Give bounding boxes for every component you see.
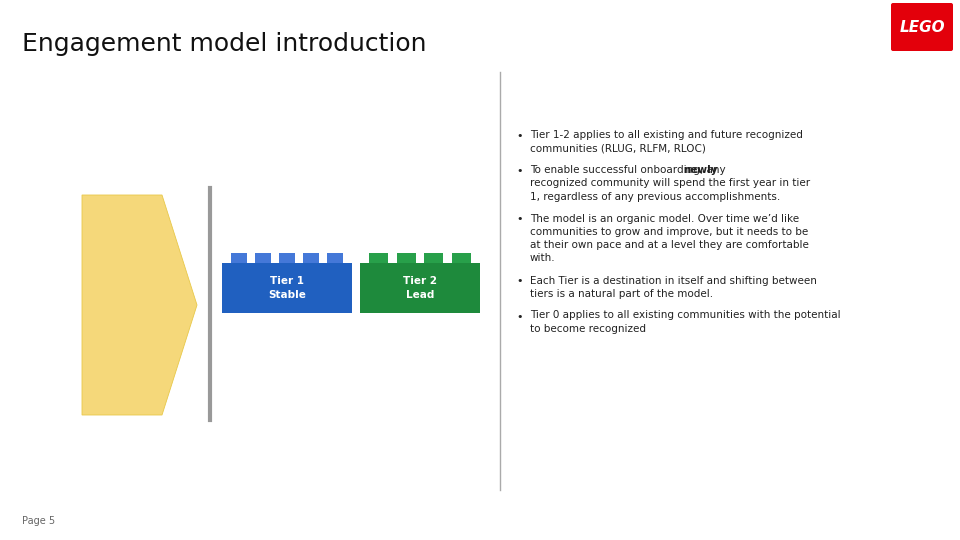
FancyBboxPatch shape bbox=[302, 253, 320, 263]
Text: •: • bbox=[516, 214, 522, 225]
Text: Stable: Stable bbox=[268, 290, 306, 300]
FancyBboxPatch shape bbox=[326, 253, 344, 263]
Text: Page 5: Page 5 bbox=[22, 516, 55, 526]
Text: •: • bbox=[516, 166, 522, 176]
Text: •: • bbox=[516, 131, 522, 141]
FancyBboxPatch shape bbox=[424, 253, 444, 263]
Text: Each Tier is a destination in itself and shifting between
tiers is a natural par: Each Tier is a destination in itself and… bbox=[530, 275, 817, 299]
Text: Tier 1-2 applies to all existing and future recognized
communities (RLUG, RLFM, : Tier 1-2 applies to all existing and fut… bbox=[530, 130, 803, 153]
FancyBboxPatch shape bbox=[451, 253, 470, 263]
Text: recognized community will spend the first year in tier
1, regardless of any prev: recognized community will spend the firs… bbox=[530, 179, 810, 202]
FancyBboxPatch shape bbox=[370, 253, 389, 263]
Text: Lead: Lead bbox=[406, 290, 434, 300]
Text: Tier 0 applies to all existing communities with the potential
to become recogniz: Tier 0 applies to all existing communiti… bbox=[530, 310, 841, 334]
Text: newly: newly bbox=[684, 165, 718, 175]
Text: Tier 1: Tier 1 bbox=[270, 276, 304, 286]
FancyBboxPatch shape bbox=[254, 253, 272, 263]
FancyBboxPatch shape bbox=[222, 263, 352, 313]
FancyBboxPatch shape bbox=[396, 253, 416, 263]
Text: •: • bbox=[516, 312, 522, 321]
FancyBboxPatch shape bbox=[230, 253, 248, 263]
Text: To enable successful onboarding, any: To enable successful onboarding, any bbox=[530, 165, 729, 175]
Text: The model is an organic model. Over time we’d like
communities to grow and impro: The model is an organic model. Over time… bbox=[530, 213, 809, 263]
FancyBboxPatch shape bbox=[278, 253, 296, 263]
FancyBboxPatch shape bbox=[360, 263, 480, 313]
Text: Tier 0
Spark: Tier 0 Spark bbox=[103, 294, 133, 316]
Text: Engagement model introduction: Engagement model introduction bbox=[22, 32, 426, 56]
Text: •: • bbox=[516, 276, 522, 287]
Polygon shape bbox=[82, 195, 197, 415]
Text: LEGO: LEGO bbox=[900, 19, 945, 35]
Text: Tier 2: Tier 2 bbox=[403, 276, 437, 286]
FancyBboxPatch shape bbox=[891, 3, 953, 51]
